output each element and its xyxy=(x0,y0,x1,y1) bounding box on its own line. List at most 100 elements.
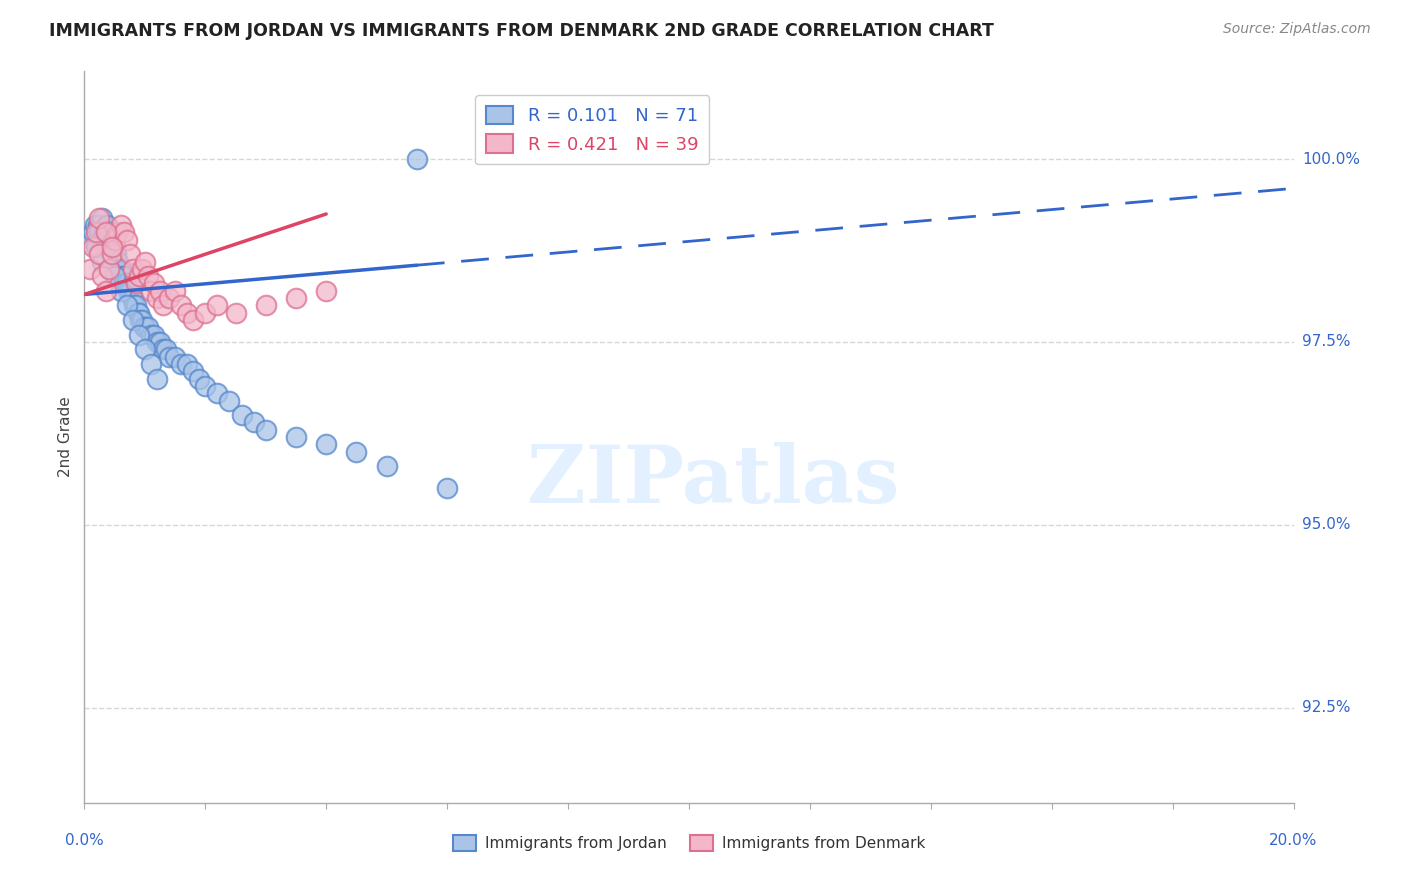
Text: Source: ZipAtlas.com: Source: ZipAtlas.com xyxy=(1223,22,1371,37)
Text: 95.0%: 95.0% xyxy=(1302,517,1350,533)
Text: 92.5%: 92.5% xyxy=(1302,700,1350,715)
Point xyxy=(100,247,122,261)
Point xyxy=(242,416,264,430)
Point xyxy=(346,444,368,458)
Point xyxy=(375,459,398,474)
Point xyxy=(139,327,162,342)
Point xyxy=(111,269,134,284)
Point xyxy=(115,298,138,312)
Point xyxy=(254,298,277,312)
Text: ZIPatlas: ZIPatlas xyxy=(527,442,900,520)
Point xyxy=(231,408,253,422)
Point xyxy=(89,247,111,261)
Point xyxy=(104,269,127,284)
Point xyxy=(129,313,152,327)
Point xyxy=(125,298,148,312)
Point xyxy=(121,313,143,327)
Point xyxy=(112,269,135,284)
Point xyxy=(181,364,204,378)
Point xyxy=(176,306,198,320)
Point xyxy=(96,218,118,232)
Point xyxy=(155,343,177,357)
Point xyxy=(170,357,193,371)
Point xyxy=(115,233,138,247)
Text: IMMIGRANTS FROM JORDAN VS IMMIGRANTS FROM DENMARK 2ND GRADE CORRELATION CHART: IMMIGRANTS FROM JORDAN VS IMMIGRANTS FRO… xyxy=(49,22,994,40)
Point xyxy=(136,269,159,284)
Point xyxy=(152,298,174,312)
Point xyxy=(127,306,149,320)
Point xyxy=(207,298,229,312)
Point xyxy=(139,357,162,371)
Point xyxy=(131,261,153,276)
Point xyxy=(91,211,114,225)
Point xyxy=(97,261,120,276)
Point xyxy=(104,247,127,261)
Point xyxy=(165,284,187,298)
Point xyxy=(436,481,458,495)
Point xyxy=(94,225,117,239)
Point xyxy=(98,240,121,254)
Point xyxy=(406,152,429,166)
Point xyxy=(97,261,120,276)
Point xyxy=(86,240,108,254)
Point xyxy=(110,261,132,276)
Point xyxy=(121,261,143,276)
Point xyxy=(89,211,111,225)
Point xyxy=(128,269,150,284)
Text: 20.0%: 20.0% xyxy=(1270,833,1317,848)
Point xyxy=(100,233,122,247)
Point xyxy=(315,284,337,298)
Legend: Immigrants from Jordan, Immigrants from Denmark: Immigrants from Jordan, Immigrants from … xyxy=(447,830,931,857)
Point xyxy=(107,225,129,239)
Point xyxy=(91,254,114,268)
Point xyxy=(315,437,337,451)
Point xyxy=(132,320,155,334)
Point xyxy=(91,269,114,284)
Point xyxy=(136,320,159,334)
Point xyxy=(122,298,145,312)
Text: 100.0%: 100.0% xyxy=(1302,152,1360,167)
Text: 0.0%: 0.0% xyxy=(65,833,104,848)
Point xyxy=(146,291,169,305)
Point xyxy=(80,233,103,247)
Point xyxy=(176,357,198,371)
Point xyxy=(139,284,162,298)
Point xyxy=(152,343,174,357)
Point xyxy=(117,284,139,298)
Point xyxy=(108,261,131,276)
Point xyxy=(125,277,148,291)
Point xyxy=(93,225,115,239)
Point xyxy=(86,218,108,232)
Point xyxy=(84,218,107,232)
Point xyxy=(188,371,211,385)
Point xyxy=(285,430,308,444)
Text: 97.5%: 97.5% xyxy=(1302,334,1350,350)
Point xyxy=(97,225,120,239)
Point xyxy=(134,320,156,334)
Point xyxy=(225,306,247,320)
Point xyxy=(82,225,104,239)
Point xyxy=(146,334,169,349)
Point xyxy=(94,233,117,247)
Point xyxy=(128,306,150,320)
Point xyxy=(170,298,193,312)
Point xyxy=(142,327,165,342)
Point xyxy=(194,379,217,393)
Point xyxy=(104,240,127,254)
Point xyxy=(134,254,156,268)
Point xyxy=(165,350,187,364)
Point xyxy=(285,291,308,305)
Point xyxy=(134,343,156,357)
Point xyxy=(118,284,141,298)
Point xyxy=(103,247,125,261)
Point xyxy=(254,423,277,437)
Point xyxy=(112,225,135,239)
Point xyxy=(146,371,169,385)
Point xyxy=(121,291,143,305)
Point xyxy=(207,386,229,401)
Point xyxy=(100,240,122,254)
Y-axis label: 2nd Grade: 2nd Grade xyxy=(58,397,73,477)
Point xyxy=(114,277,136,291)
Point xyxy=(142,277,165,291)
Point xyxy=(89,225,111,239)
